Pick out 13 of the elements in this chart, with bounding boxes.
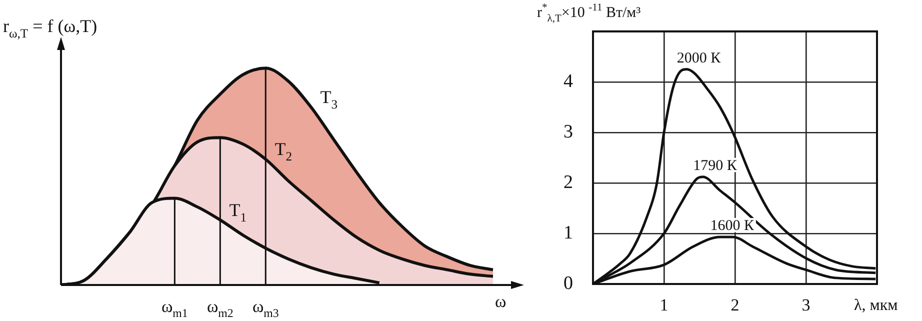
x-axis-title: ω bbox=[495, 292, 506, 311]
x-tick-label: 1 bbox=[660, 296, 668, 315]
series-label: 1600 К bbox=[710, 218, 755, 234]
x-tick-label: 3 bbox=[802, 296, 810, 315]
series-label: 2000 К bbox=[676, 50, 722, 66]
series-label: 1790 К bbox=[693, 158, 738, 174]
y-tick-label: 4 bbox=[564, 70, 574, 92]
y-tick-label: 1 bbox=[564, 222, 573, 244]
y-tick-label: 3 bbox=[564, 121, 573, 142]
y-tick-label: 2 bbox=[564, 172, 573, 193]
y-tick-label: 0 bbox=[564, 272, 573, 294]
x-tick-label: 2 bbox=[730, 296, 740, 315]
x-axis-title: λ, мкм bbox=[854, 297, 898, 314]
